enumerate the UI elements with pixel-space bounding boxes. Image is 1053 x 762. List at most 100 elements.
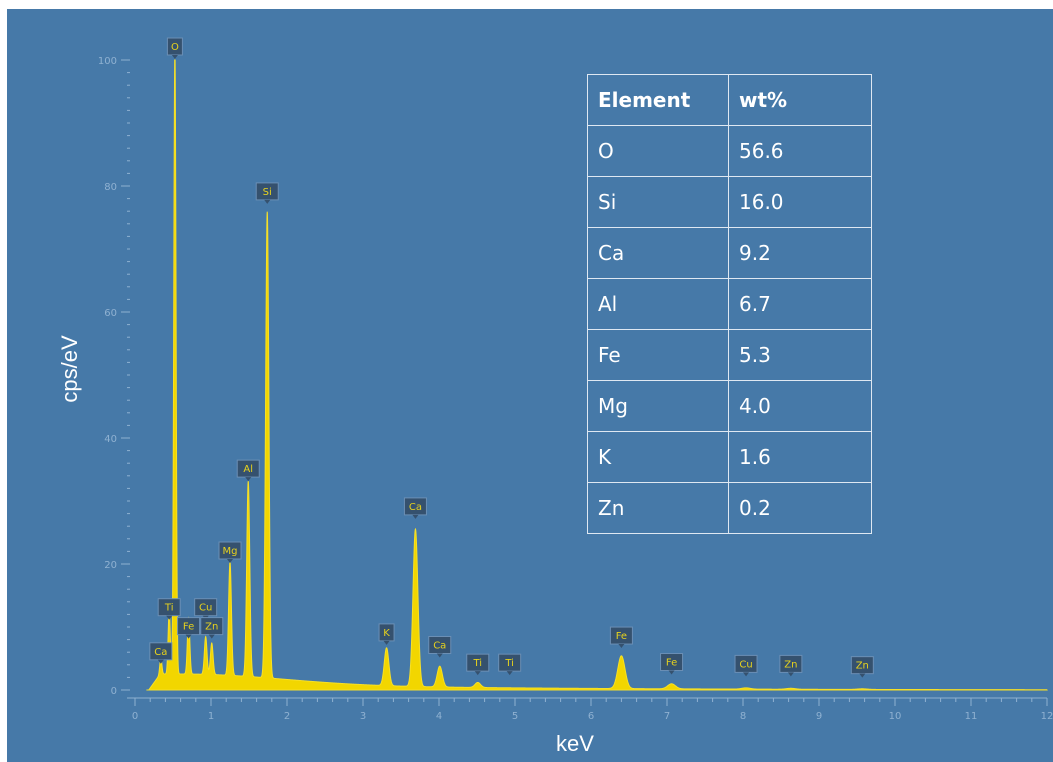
- x-tick-label: 4: [436, 711, 442, 722]
- x-axis-title: keV: [556, 731, 594, 756]
- x-tick-label: 7: [664, 711, 670, 722]
- peak-label-pointer: [157, 659, 164, 664]
- peak-label: K: [378, 623, 395, 645]
- table-row: Fe 5.3: [587, 329, 872, 381]
- wt-cell: 4.0: [728, 380, 872, 432]
- peak-label-text: Al: [243, 464, 253, 475]
- peak-label: Ca: [428, 636, 452, 658]
- peak-label-text: Ca: [409, 502, 422, 513]
- wt-cell: 5.3: [728, 329, 872, 381]
- peak-label: O: [166, 37, 183, 59]
- peak-label: Ti: [466, 653, 490, 676]
- spectrum-chart: 0 20 40 60 80 100 0 1 2 3 4 5 6 7 8 9 10 11 12 O Si Al Mg Ca T…: [7, 9, 1053, 762]
- peak-label-text: Zn: [205, 622, 218, 633]
- peak-label: Fe: [177, 617, 201, 639]
- table-row: Zn 0.2: [587, 482, 872, 534]
- peak-label-pointer: [227, 559, 233, 563]
- peak-label-pointer: [618, 644, 625, 649]
- x-tick-label: 12: [1041, 711, 1053, 722]
- composition-table: Element wt% O 56.6 Si 16.0 Ca 9.2 Al 6.7 Fe 5.3 Mg…: [587, 74, 872, 534]
- peak-label-pointer: [166, 615, 173, 620]
- element-cell: Ca: [587, 227, 729, 279]
- element-cell: Al: [587, 278, 729, 330]
- table-row: O 56.6: [587, 125, 872, 177]
- peak-label-pointer: [412, 514, 419, 519]
- x-tick-label: 6: [588, 711, 594, 722]
- y-tick-label: 60: [104, 308, 117, 319]
- y-tick-label: 0: [111, 686, 117, 697]
- x-tick-label: 5: [512, 711, 518, 722]
- peak-label: Fe: [660, 653, 684, 675]
- peak-label: Zn: [779, 654, 803, 677]
- peak-label: Cu: [734, 654, 758, 677]
- table-body: O 56.6 Si 16.0 Ca 9.2 Al 6.7 Fe 5.3 Mg 4.0 K 1.6 Zn 0.2: [587, 125, 872, 534]
- peak-label-text: Ti: [472, 658, 482, 669]
- peak-label-text: Fe: [666, 658, 677, 669]
- element-cell: Mg: [587, 380, 729, 432]
- table-row: Mg 4.0: [587, 380, 872, 432]
- element-cell: Si: [587, 176, 729, 228]
- x-tick-label: 3: [360, 711, 366, 722]
- peak-label-pointer: [859, 673, 866, 678]
- peak-label-pointer: [474, 671, 481, 676]
- x-axis: 0 1 2 3 4 5 6 7 8 9 10 11 12: [127, 697, 1053, 722]
- y-tick-label: 80: [104, 182, 117, 193]
- peak-label-pointer: [668, 670, 675, 675]
- peak-label-text: K: [383, 628, 390, 639]
- x-tick-label: 0: [132, 711, 138, 722]
- peak-label: Al: [236, 459, 260, 482]
- y-tick-label: 100: [98, 56, 117, 67]
- peak-label-pointer: [264, 199, 271, 204]
- peak-label-pointer: [245, 477, 252, 482]
- peak-label: Zn: [850, 656, 874, 678]
- peak-label-text: O: [171, 42, 179, 53]
- peak-label-text: Mg: [223, 546, 238, 557]
- table-row: Si 16.0: [587, 176, 872, 228]
- peak-label: Zn: [200, 617, 224, 639]
- peak-label-pointer: [185, 634, 192, 639]
- header-wt: wt%: [728, 74, 872, 126]
- table-row: Ca 9.2: [587, 227, 872, 279]
- peak-label-text: Ti: [504, 658, 514, 669]
- y-axis-title: cps/eV: [57, 335, 82, 403]
- peak-label: Ca: [403, 497, 427, 519]
- element-cell: O: [587, 125, 729, 177]
- peak-label: Ti: [498, 653, 522, 676]
- y-tick-label: 40: [104, 434, 117, 445]
- wt-cell: 6.7: [728, 278, 872, 330]
- peak-label-text: Zn: [856, 661, 869, 672]
- wt-cell: 1.6: [728, 431, 872, 483]
- wt-cell: 16.0: [728, 176, 872, 228]
- x-tick-label: 10: [889, 711, 902, 722]
- wt-cell: 9.2: [728, 227, 872, 279]
- peak-label-text: Cu: [739, 659, 752, 670]
- peak-label: Ca: [149, 642, 173, 664]
- table-header-row: Element wt%: [587, 74, 872, 126]
- element-cell: K: [587, 431, 729, 483]
- peak-label-text: Ca: [154, 647, 167, 658]
- peak-label-text: Ca: [433, 641, 446, 652]
- peak-label-text: Ti: [164, 603, 174, 614]
- table-row: Al 6.7: [587, 278, 872, 330]
- element-cell: Fe: [587, 329, 729, 381]
- peak-label: Cu: [194, 598, 218, 620]
- peak-label-text: Cu: [199, 603, 212, 614]
- table-row: K 1.6: [587, 431, 872, 483]
- y-axis: 0 20 40 60 80 100: [98, 56, 130, 697]
- peak-label-pointer: [787, 672, 794, 677]
- peak-label: Mg: [218, 541, 242, 563]
- peak-label-text: Fe: [616, 631, 627, 642]
- element-cell: Zn: [587, 482, 729, 534]
- spectrum-series: [146, 59, 1048, 691]
- peak-label-pointer: [208, 634, 215, 639]
- peak-label-pointer: [436, 653, 443, 658]
- peak-label-pointer: [506, 671, 513, 676]
- y-tick-label: 20: [104, 560, 117, 571]
- x-tick-label: 1: [208, 711, 214, 722]
- x-tick-label: 2: [284, 711, 290, 722]
- peak-label-pointer: [383, 640, 390, 645]
- x-tick-label: 8: [740, 711, 746, 722]
- x-tick-label: 9: [816, 711, 822, 722]
